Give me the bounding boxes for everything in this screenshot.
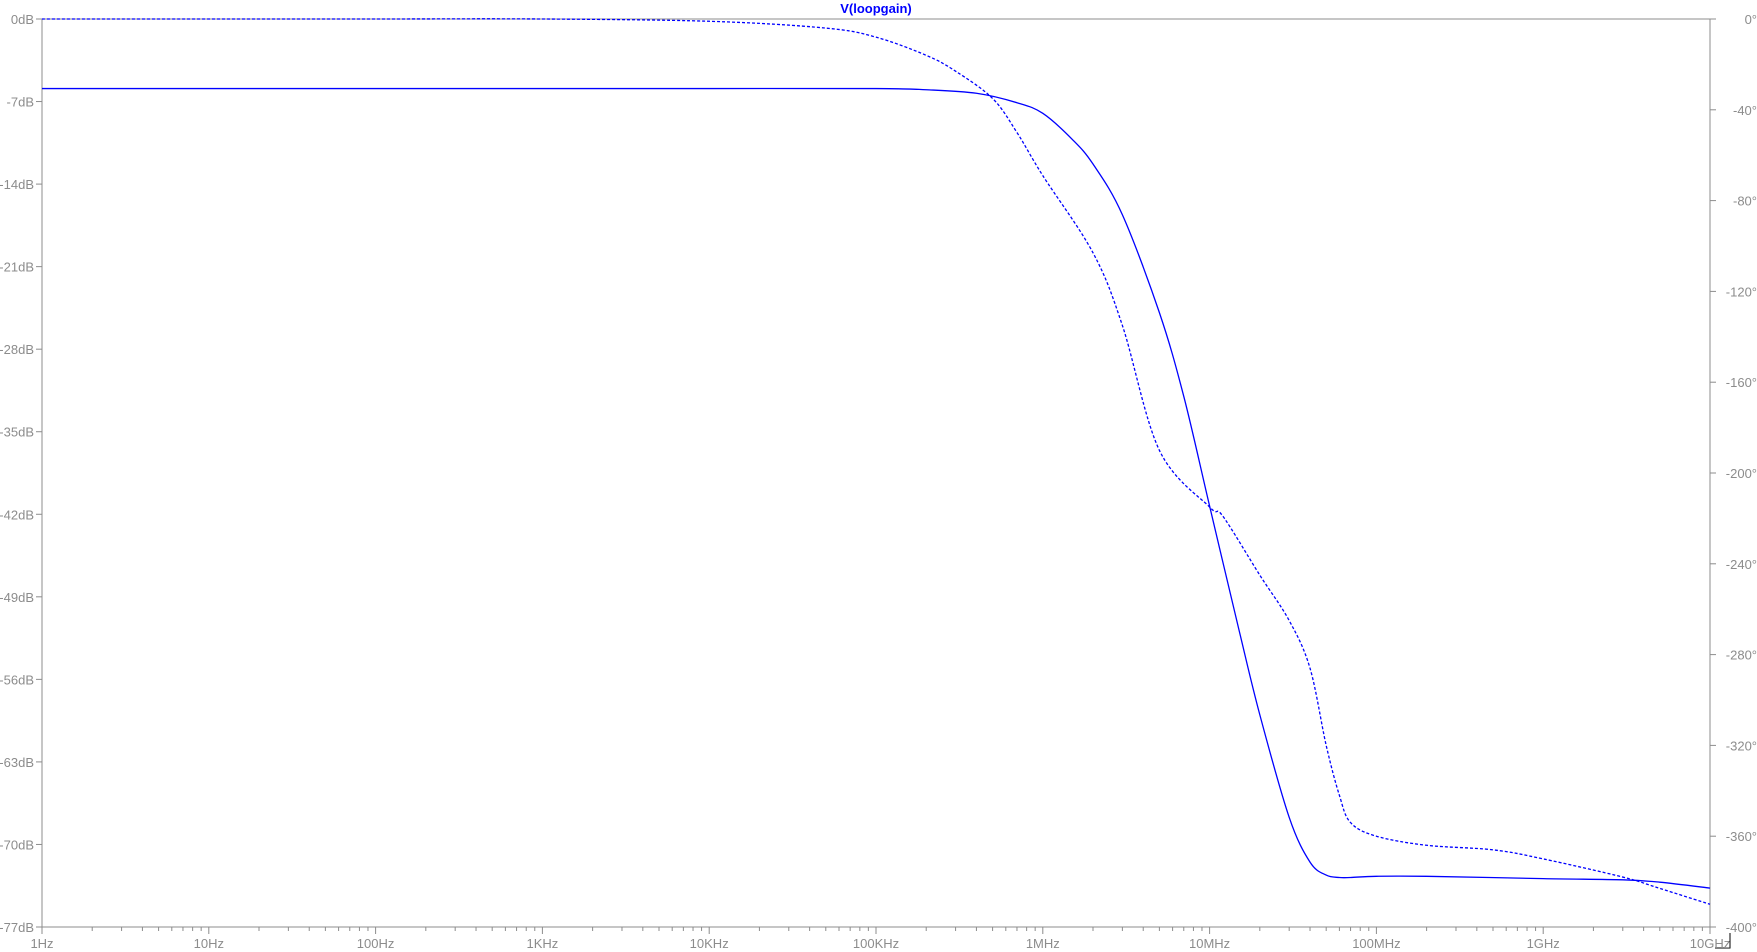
y-right-tick-label: -40°: [1733, 103, 1757, 118]
y-right-tick-label: -240°: [1726, 557, 1757, 572]
y-right-tick-label: -160°: [1726, 375, 1757, 390]
y-left-tick-label: -42dB: [0, 507, 34, 522]
axes-layer: [41, 18, 1731, 949]
x-tick-label: 10GHz: [1690, 936, 1730, 951]
plot-frame: [41, 18, 1711, 928]
traces-layer: [41, 18, 1711, 905]
y-right-tick-label: -360°: [1726, 829, 1757, 844]
x-tick-label: 1Hz: [30, 936, 53, 951]
y-right-tick-label: -400°: [1726, 920, 1757, 935]
y-left-tick-label: -21dB: [0, 260, 34, 275]
magnitude-trace: [42, 87, 1711, 889]
y-right-tick-label: 0°: [1745, 12, 1757, 27]
ticks-layer: 1Hz 10Hz 100Hz 1KHz 10KHz 100KHz 1MHz 10MHz 100M…: [0, 12, 1757, 951]
y-left-tick-label: -7dB: [7, 95, 34, 110]
x-tick-label: 10Hz: [194, 936, 224, 951]
y-left-tick-label: -70dB: [0, 837, 34, 852]
x-tick-label: 1GHz: [1527, 936, 1560, 951]
y-left-tick-label: 0dB: [11, 12, 34, 27]
y-left-tick-label: -49dB: [0, 590, 34, 605]
y-right-tick-label: -80°: [1733, 194, 1757, 209]
y-left-tick-label: -56dB: [0, 672, 34, 687]
y-left-tick-label: -28dB: [0, 342, 34, 357]
y-right-tick-label: -200°: [1726, 466, 1757, 481]
corner-marker: [1715, 933, 1731, 949]
x-tick-label: 10MHz: [1189, 936, 1230, 951]
x-tick-label: 100MHz: [1352, 936, 1400, 951]
y-left-tick-label: -14dB: [0, 177, 34, 192]
x-tick-label: 10KHz: [690, 936, 729, 951]
y-right-tick-label: -280°: [1726, 648, 1757, 663]
y-right-tick-label: -120°: [1726, 284, 1757, 299]
y-left-tick-label: -77dB: [0, 920, 34, 935]
y-right-tick-label: -320°: [1726, 738, 1757, 753]
x-tick-label: 1KHz: [527, 936, 559, 951]
y-left-tick-label: -35dB: [0, 425, 34, 440]
x-tick-label: 1MHz: [1026, 936, 1060, 951]
x-tick-label: 100Hz: [357, 936, 395, 951]
y-left-tick-label: -63dB: [0, 755, 34, 770]
x-tick-label: 100KHz: [853, 936, 899, 951]
chart-title: V(loopgain): [840, 1, 912, 16]
phase-trace: [41, 18, 1711, 905]
